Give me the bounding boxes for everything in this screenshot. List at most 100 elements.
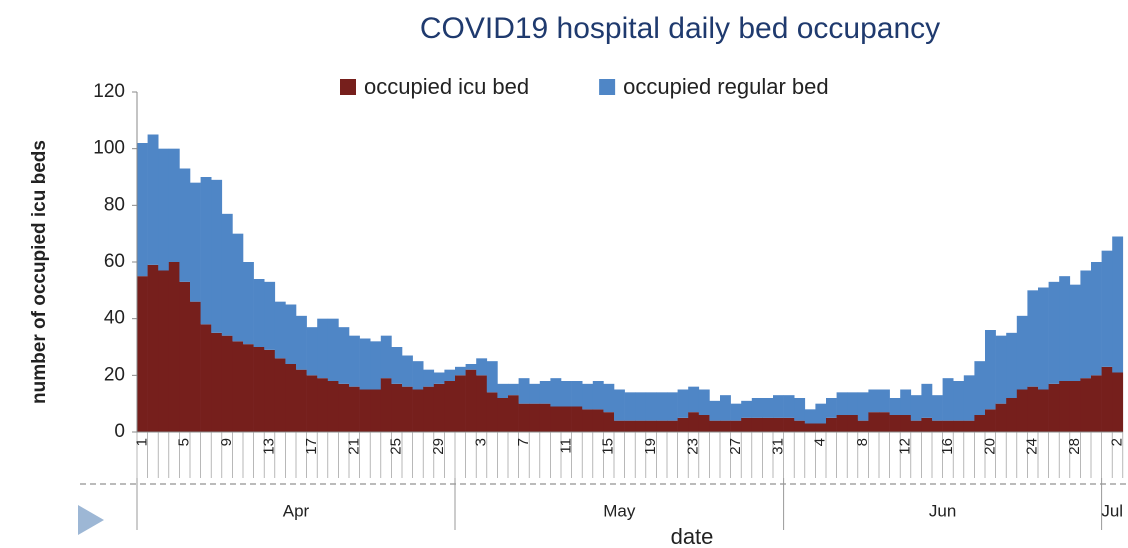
- bar-segment: [380, 335, 392, 379]
- bar-segment: [910, 420, 922, 432]
- x-tick-label: 12: [896, 438, 913, 455]
- x-tick-label: 13: [260, 438, 277, 455]
- bar-segment: [1101, 250, 1113, 367]
- bar-segment: [391, 347, 403, 384]
- bar-segment: [158, 148, 170, 271]
- bar-segment: [698, 415, 710, 432]
- bar-segment: [327, 318, 339, 381]
- bar-segment: [508, 395, 519, 432]
- bar-segment: [932, 420, 943, 432]
- bar-segment: [868, 412, 880, 432]
- x-tick-label: 23: [684, 438, 701, 455]
- bar-segment: [243, 262, 254, 345]
- x-group-label: Apr: [283, 501, 310, 520]
- bar-segment: [995, 403, 1007, 432]
- bar-segment: [1069, 284, 1081, 381]
- bar-segment: [518, 403, 530, 432]
- bar-segment: [762, 398, 774, 418]
- bar-segment: [688, 412, 700, 432]
- bar-segment: [1048, 281, 1060, 384]
- bar-segment: [910, 395, 922, 421]
- bar-segment: [709, 420, 721, 432]
- bar-segment: [455, 366, 466, 376]
- bar-segment: [327, 381, 339, 432]
- bar-segment: [879, 412, 890, 432]
- x-tick-label: 27: [727, 438, 744, 455]
- bar-segment: [751, 398, 763, 418]
- bar-segment: [826, 398, 837, 418]
- x-tick-label: 16: [939, 438, 956, 455]
- bar-segment: [359, 389, 371, 432]
- x-group-label: Jul: [1101, 501, 1123, 520]
- bar-segment: [720, 395, 731, 421]
- bar-segment: [338, 383, 350, 432]
- bar-segment: [1016, 315, 1028, 390]
- bar-segment: [497, 398, 509, 432]
- bar-segment: [985, 409, 996, 432]
- bar-segment: [306, 375, 318, 432]
- bar-segment: [773, 417, 784, 432]
- bar-segment: [932, 395, 943, 421]
- x-group-label: May: [603, 501, 636, 520]
- y-tick-label: 60: [104, 251, 125, 272]
- bar-segment: [857, 420, 869, 432]
- bar-segment: [539, 381, 551, 404]
- bar-segment: [476, 375, 488, 432]
- bar-segment: [942, 420, 954, 432]
- x-tick-label: 3: [472, 438, 489, 446]
- bar-segment: [412, 389, 424, 432]
- y-tick-label: 20: [104, 364, 125, 385]
- bar-segment: [200, 324, 212, 432]
- bar-segment: [1101, 366, 1113, 432]
- bar-segment: [773, 395, 784, 418]
- bar-segment: [667, 420, 678, 432]
- bar-segment: [211, 332, 223, 432]
- bar-segment: [274, 358, 286, 432]
- bar-segment: [359, 338, 371, 390]
- bar-segment: [349, 386, 360, 432]
- decoration-triangle: [78, 505, 104, 535]
- bar-segment: [762, 417, 774, 432]
- x-tick-label: 11: [557, 438, 574, 454]
- bar-segment: [253, 279, 265, 347]
- bar-segment: [1006, 398, 1018, 432]
- bar-segment: [508, 383, 519, 396]
- x-tick-label: 29: [430, 438, 447, 455]
- x-tick-label: 25: [388, 438, 405, 455]
- bar-segment: [836, 415, 848, 432]
- x-tick-label: 19: [642, 438, 659, 455]
- bar-segment: [698, 389, 710, 415]
- bar-segment: [391, 383, 403, 432]
- bar-segment: [179, 168, 191, 282]
- legend-swatch: [340, 79, 356, 95]
- bar-segment: [264, 349, 276, 432]
- x-tick-label: 17: [303, 438, 320, 455]
- bar-segment: [137, 276, 148, 432]
- bar-segment: [423, 369, 435, 387]
- x-tick-label: 1: [133, 438, 150, 446]
- bar-segment: [158, 270, 170, 432]
- bar-segment: [338, 327, 350, 384]
- bar-segment: [497, 383, 509, 398]
- bar-segment: [804, 423, 816, 432]
- bar-segment: [550, 406, 562, 432]
- bar-segment: [582, 409, 594, 432]
- bar-segment: [614, 420, 625, 432]
- bar-segment: [900, 415, 912, 432]
- legend-label: occupied regular bed: [623, 74, 828, 99]
- bar-segment: [836, 392, 848, 415]
- bar-segment: [380, 378, 392, 432]
- bar-segment: [857, 392, 869, 421]
- bar-segment: [1038, 287, 1049, 390]
- bar-segment: [433, 372, 445, 384]
- bar-segment: [1091, 375, 1102, 432]
- bar-segment: [1048, 383, 1060, 432]
- bar-segment: [137, 143, 148, 277]
- bar-segment: [317, 318, 329, 379]
- bar-segment: [592, 381, 604, 410]
- bar-segment: [274, 301, 286, 359]
- bar-segment: [720, 420, 731, 432]
- bar-segment: [847, 392, 859, 415]
- bar-segment: [1112, 372, 1124, 432]
- bar-segment: [370, 341, 382, 390]
